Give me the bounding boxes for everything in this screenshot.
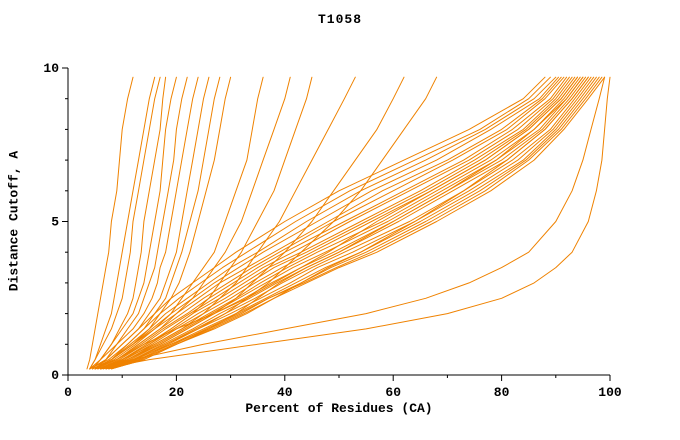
curve-model-22: [94, 76, 565, 370]
curve-model-40: [105, 76, 589, 370]
curve-model-26: [100, 76, 576, 370]
curve-model-11: [94, 76, 264, 370]
curve-model-21: [94, 76, 562, 370]
y-tick-label: 10: [43, 61, 59, 76]
x-tick-label: 80: [494, 385, 510, 400]
curve-model-01: [86, 76, 134, 370]
curve-model-14: [100, 76, 356, 370]
curve-model-20: [91, 76, 559, 370]
x-axis-label: Percent of Residues (CA): [245, 401, 433, 416]
x-tick-label: 20: [169, 385, 185, 400]
curve-model-24: [97, 76, 570, 370]
curve-model-39: [100, 76, 584, 370]
curve-model-17: [89, 76, 546, 370]
curve-model-19: [91, 76, 557, 370]
curve-model-02: [89, 76, 156, 370]
curve-model-07: [91, 76, 199, 370]
y-tick-label: 0: [51, 368, 59, 383]
curve-model-05: [89, 76, 177, 370]
curve-model-34: [108, 76, 597, 370]
x-tick-label: 60: [385, 385, 401, 400]
y-tick-label: 5: [51, 215, 59, 230]
curve-model-33: [105, 76, 595, 370]
curve-model-29: [102, 76, 584, 370]
curve-model-42: [94, 76, 606, 370]
x-tick-label: 100: [598, 385, 622, 400]
curve-model-28: [100, 76, 581, 370]
curve-model-41: [100, 76, 611, 370]
x-tick-label: 40: [277, 385, 293, 400]
curve-model-06: [94, 76, 188, 370]
curve-model-04: [91, 76, 167, 370]
chart-title: T1058: [317, 12, 362, 27]
curve-model-10: [94, 76, 232, 370]
y-axis-label: Distance Cutoff, A: [6, 150, 22, 292]
x-tick-label: 0: [64, 385, 72, 400]
curve-model-18: [89, 76, 551, 370]
curve-model-32: [105, 76, 592, 370]
curve-model-23: [94, 76, 568, 370]
curve-model-03: [89, 76, 161, 370]
curve-model-38: [94, 76, 578, 370]
